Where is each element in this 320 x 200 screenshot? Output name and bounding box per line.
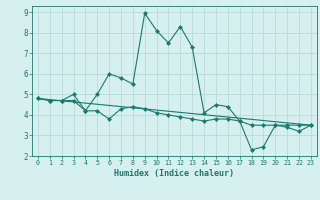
X-axis label: Humidex (Indice chaleur): Humidex (Indice chaleur) (115, 169, 234, 178)
